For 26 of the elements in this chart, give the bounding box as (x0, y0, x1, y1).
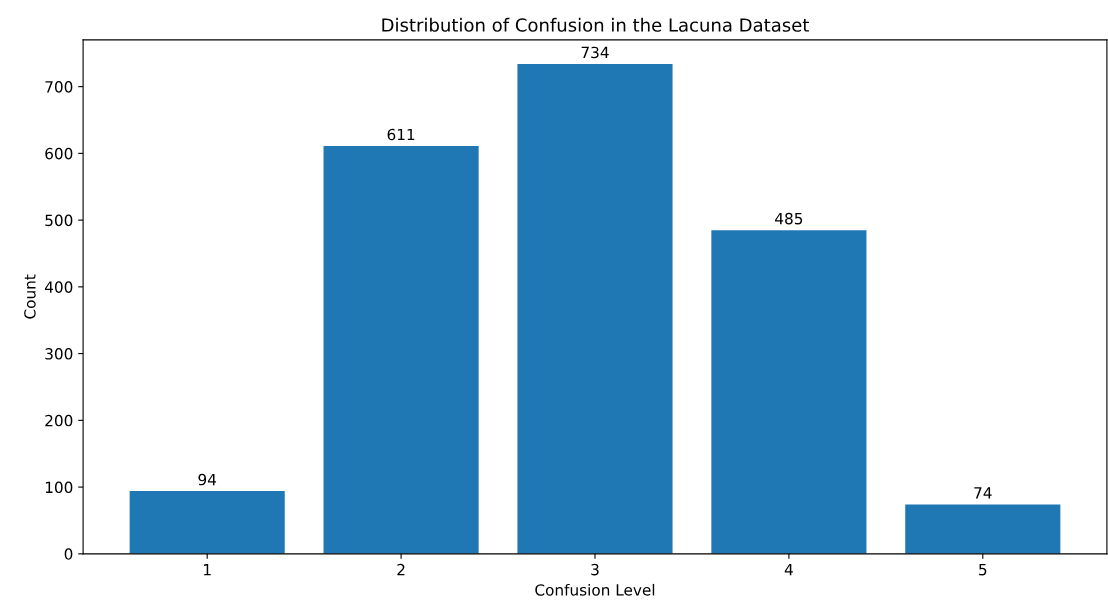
bar (905, 504, 1061, 554)
data-label: 94 (198, 473, 217, 486)
data-label: 611 (387, 128, 415, 141)
bar (517, 63, 673, 554)
y-tick-label: 500 (45, 214, 73, 227)
bar (711, 230, 867, 554)
x-tick-label: 4 (784, 564, 793, 576)
y-tick-label: 300 (45, 348, 73, 360)
x-axis-title: Confusion Level (535, 583, 655, 596)
bar (129, 491, 285, 554)
y-tick-label: 0 (64, 548, 73, 560)
x-tick-label: 2 (397, 563, 405, 576)
data-label: 74 (974, 487, 992, 499)
y-axis-title: Count (24, 274, 36, 319)
x-tick-label: 1 (204, 564, 211, 576)
chart-title: Distribution of Confusion in the Lacuna Dataset (382, 17, 809, 32)
bar (323, 146, 479, 554)
y-tick-label: 600 (45, 147, 73, 160)
data-label: 734 (581, 46, 609, 59)
x-tick-label: 3 (591, 563, 599, 576)
x-tick-label: 5 (979, 564, 987, 576)
data-label: 485 (775, 212, 803, 225)
y-tick-label: 400 (44, 281, 73, 293)
y-tick-label: 700 (45, 81, 73, 93)
y-tick-label: 200 (45, 414, 73, 427)
y-tick-label: 100 (45, 481, 73, 494)
